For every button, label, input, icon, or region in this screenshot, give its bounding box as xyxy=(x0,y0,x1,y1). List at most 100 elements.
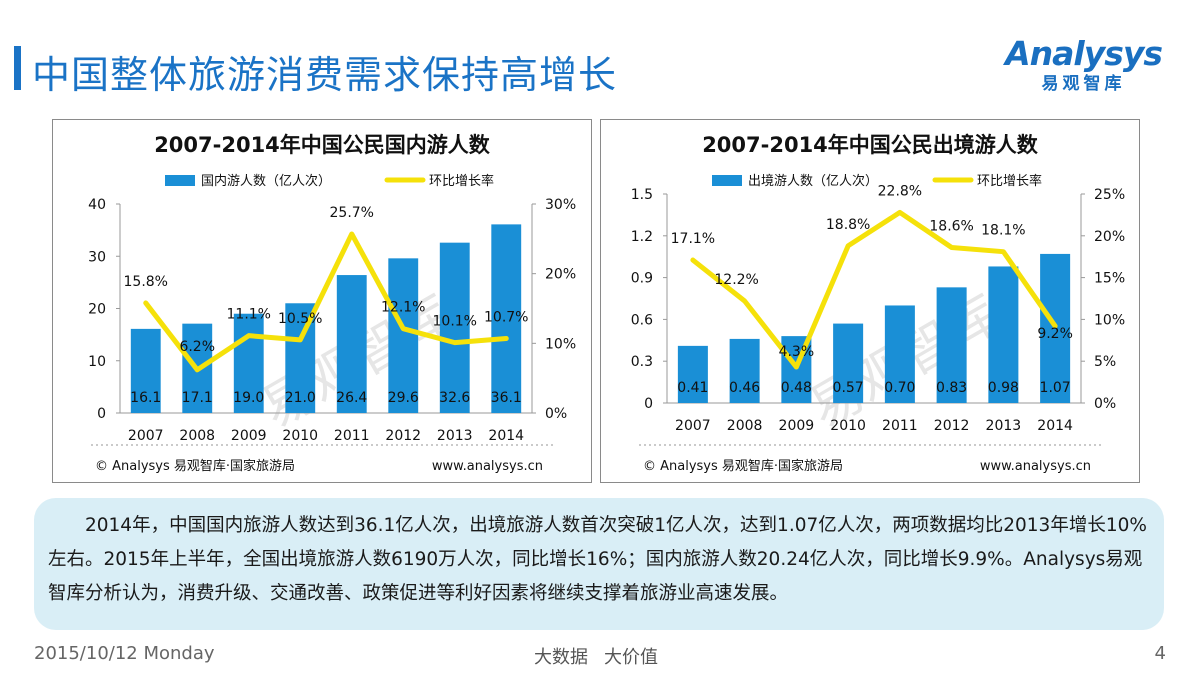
legend-line-label: 环比增长率 xyxy=(429,173,494,189)
bar xyxy=(884,305,915,403)
growth-rate-point xyxy=(350,232,354,236)
growth-rate-point xyxy=(1001,250,1005,254)
y-left-tick-label: 20 xyxy=(88,302,106,318)
bar-value-label: 36.1 xyxy=(491,390,522,406)
outbound-tourism-chart-panel: 2007-2014年中国公民出境游人数出境游人数（亿人次）环比增长率易观智库00… xyxy=(600,119,1140,483)
x-tick-label: 2011 xyxy=(882,418,918,434)
bar-value-label: 26.4 xyxy=(336,390,367,406)
y-right-tick-label: 30% xyxy=(545,197,576,213)
bar xyxy=(233,313,264,413)
growth-rate-point xyxy=(195,368,199,372)
bar xyxy=(439,242,470,413)
x-tick-label: 2010 xyxy=(830,418,866,434)
y-left-tick-label: 0.9 xyxy=(631,271,653,287)
chart-title: 2007-2014年中国公民国内游人数 xyxy=(154,133,491,157)
chart-source: © Analysys 易观智库·国家旅游局 xyxy=(95,458,295,474)
bar xyxy=(833,323,864,403)
chart-url: www.analysys.cn xyxy=(432,459,543,474)
y-left-tick-label: 30 xyxy=(88,249,106,265)
domestic-tourism-chart: 2007-2014年中国公民国内游人数国内游人数（亿人次）环比增长率易观智库01… xyxy=(88,133,576,474)
x-tick-label: 2014 xyxy=(488,428,524,444)
bar xyxy=(491,224,522,413)
growth-rate-label: 15.8% xyxy=(124,274,168,290)
legend-line-label: 环比增长率 xyxy=(977,173,1042,189)
bar xyxy=(130,328,161,413)
slogan-big-value: 大价值 xyxy=(604,647,658,668)
y-right-tick-label: 25% xyxy=(1094,187,1125,203)
slogan-big-data: 大数据 xyxy=(534,647,588,668)
bar-value-label: 0.48 xyxy=(781,380,812,396)
growth-rate-label: 18.1% xyxy=(981,223,1025,239)
logo-subtitle: 易观智库 xyxy=(1041,74,1126,94)
growth-rate-line xyxy=(690,209,1058,370)
chart-source: © Analysys 易观智库·国家旅游局 xyxy=(643,458,843,474)
growth-rate-label: 10.7% xyxy=(484,309,528,325)
x-tick-label: 2007 xyxy=(675,418,711,434)
growth-rate-point xyxy=(401,327,405,331)
growth-rate-label: 4.3% xyxy=(779,344,815,360)
growth-rate-point xyxy=(846,244,850,248)
bar-value-label: 1.07 xyxy=(1040,380,1071,396)
legend-bar-label: 国内游人数（亿人次） xyxy=(201,173,331,189)
x-tick-label: 2012 xyxy=(385,428,421,444)
bar-value-label: 21.0 xyxy=(285,390,316,406)
x-tick-label: 2009 xyxy=(779,418,815,434)
x-tick-label: 2013 xyxy=(986,418,1022,434)
growth-rate-point xyxy=(691,258,695,262)
y-left-tick-label: 0.3 xyxy=(631,354,653,370)
bar-value-label: 0.70 xyxy=(884,380,915,396)
footer-slogan: 大数据 大价值 xyxy=(534,643,674,669)
x-tick-label: 2012 xyxy=(934,418,970,434)
y-left-tick-label: 40 xyxy=(88,197,106,213)
chart-url: www.analysys.cn xyxy=(980,459,1091,474)
x-tick-label: 2008 xyxy=(179,428,215,444)
growth-rate-point xyxy=(247,334,251,338)
growth-rate-label: 12.1% xyxy=(381,300,425,316)
bar-value-label: 19.0 xyxy=(233,390,264,406)
bar xyxy=(388,258,419,413)
y-left-tick-label: 10 xyxy=(88,354,106,370)
growth-rate-point xyxy=(794,365,798,369)
growth-rate-label: 18.8% xyxy=(826,217,870,233)
x-tick-label: 2014 xyxy=(1037,418,1073,434)
x-tick-label: 2008 xyxy=(727,418,763,434)
growth-rate-point xyxy=(504,336,508,340)
title-accent-bar xyxy=(14,46,21,90)
bar-value-label: 17.1 xyxy=(182,390,213,406)
x-tick-label: 2009 xyxy=(231,428,267,444)
y-left-tick-label: 0 xyxy=(97,406,106,422)
y-right-tick-label: 10% xyxy=(545,336,576,352)
x-tick-label: 2010 xyxy=(282,428,318,444)
footer-date: 2015/10/12 Monday xyxy=(34,643,215,664)
growth-rate-label: 11.1% xyxy=(227,307,271,323)
y-right-tick-label: 20% xyxy=(1094,229,1125,245)
bar-value-label: 16.1 xyxy=(130,390,161,406)
growth-rate-point xyxy=(298,338,302,342)
summary-text: 2014年，中国国内旅游人数达到36.1亿人次，出境旅游人数首次突破1亿人次，达… xyxy=(48,515,1147,604)
y-right-tick-label: 10% xyxy=(1094,312,1125,328)
growth-rate-label: 17.1% xyxy=(671,231,715,247)
growth-rate-label: 25.7% xyxy=(330,205,374,221)
y-left-tick-label: 0.6 xyxy=(631,312,653,328)
growth-rate-point xyxy=(453,341,457,345)
growth-rate-label: 22.8% xyxy=(878,183,922,199)
growth-rate-point xyxy=(898,210,902,214)
legend-bar-swatch xyxy=(712,175,742,186)
logo-word: Analysys xyxy=(1005,34,1163,73)
summary-box: 2014年，中国国内旅游人数达到36.1亿人次，出境旅游人数首次突破1亿人次，达… xyxy=(34,498,1164,630)
growth-rate-point xyxy=(144,301,148,305)
legend-bar-label: 出境游人数（亿人次） xyxy=(748,173,878,189)
bar-value-label: 0.46 xyxy=(729,380,760,396)
growth-rate-point xyxy=(950,246,954,250)
bar-value-label: 29.6 xyxy=(388,390,419,406)
x-tick-label: 2007 xyxy=(128,428,164,444)
domestic-tourism-chart-panel: 2007-2014年中国公民国内游人数国内游人数（亿人次）环比增长率易观智库01… xyxy=(52,119,592,483)
growth-rate-point xyxy=(743,299,747,303)
outbound-tourism-chart: 2007-2014年中国公民出境游人数出境游人数（亿人次）环比增长率易观智库00… xyxy=(631,133,1125,474)
growth-rate-label: 10.1% xyxy=(433,314,477,330)
growth-rate-label: 12.2% xyxy=(714,272,758,288)
page-title: 中国整体旅游消费需求保持高增长 xyxy=(32,53,618,97)
bar-value-label: 0.41 xyxy=(677,380,708,396)
growth-rate-label: 6.2% xyxy=(179,339,215,355)
y-right-tick-label: 0% xyxy=(1094,396,1116,412)
